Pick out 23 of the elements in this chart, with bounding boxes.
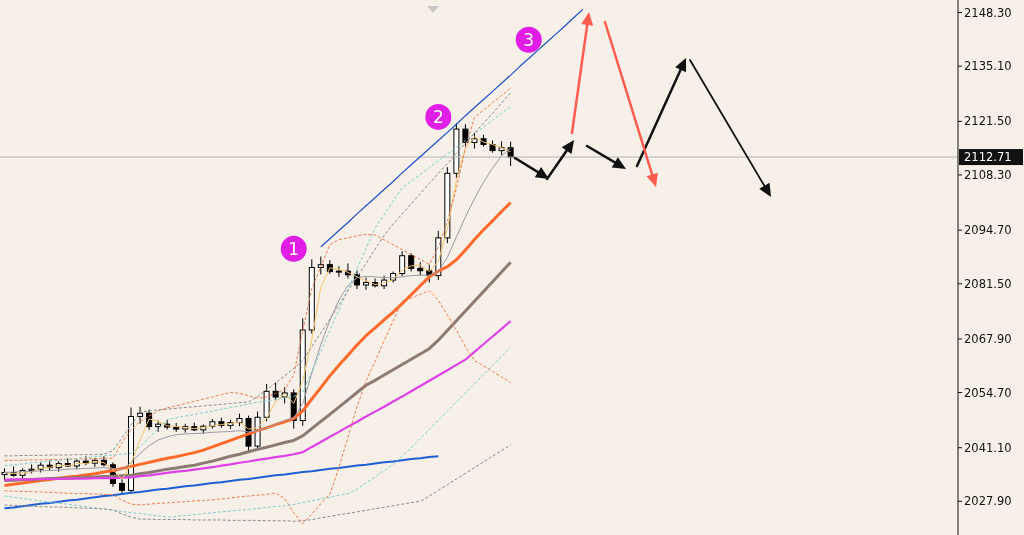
- line-series: [320, 8, 584, 248]
- line-series: [4, 290, 512, 525]
- line-series: [4, 346, 512, 518]
- ref-line-label: 2112.71: [964, 150, 1012, 165]
- y-tick-label: 2148.30: [964, 5, 1012, 20]
- candlestick: [335, 265, 342, 278]
- y-tick-label: 2054.70: [964, 385, 1012, 400]
- candlestick: [408, 252, 415, 273]
- y-tick-label: 2081.50: [964, 276, 1012, 291]
- y-tick-label: 2094.70: [964, 223, 1012, 238]
- annotation: 3: [523, 29, 535, 50]
- y-tick-label: 2121.50: [964, 114, 1012, 129]
- candlestick: [399, 250, 406, 277]
- y-tick-label: 2027.90: [964, 494, 1012, 509]
- y-tick-label: 2041.10: [964, 440, 1012, 455]
- y-tick-label: 2108.30: [964, 168, 1012, 183]
- y-tick-label: 2067.90: [964, 332, 1012, 347]
- annotation: 2: [432, 106, 444, 127]
- y-tick-label: 2135.10: [964, 59, 1012, 74]
- line-series: [4, 444, 512, 522]
- line-series: [3, 455, 440, 510]
- candlestick: [363, 277, 370, 291]
- annotation: 1: [288, 238, 300, 259]
